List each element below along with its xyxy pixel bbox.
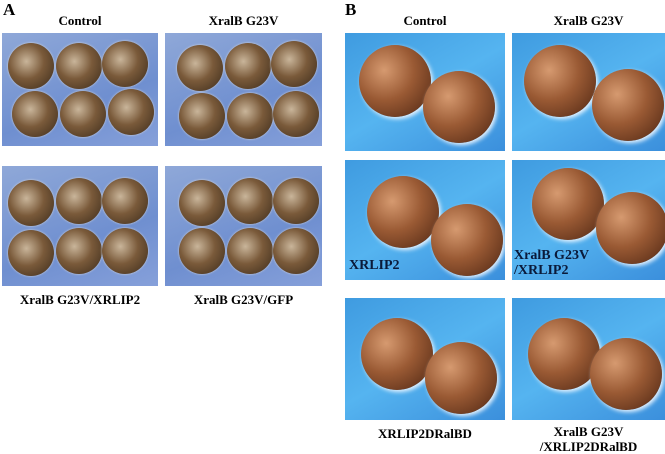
panel-a-control-label: Control (58, 13, 102, 28)
xrlip2dralbd-label: XRLIP2DRalBD (378, 426, 472, 441)
panel-a-letter: A (3, 0, 16, 19)
panel-b-combo-image: XralB G23V /XRLIP2 (512, 160, 665, 280)
combo-dralbd-label-2: /XRLIP2DRalBD (539, 439, 638, 454)
panel-a-control-image (2, 33, 158, 146)
combo-inset-label-2: /XRLIP2 (514, 263, 569, 278)
panel-b-control-label: Control (403, 13, 447, 28)
panel-a-gfp-label: XralB G23V/GFP (193, 292, 294, 307)
panel-a-mutant-image (165, 33, 322, 146)
panel-b-combo-dralbd-image (512, 298, 665, 420)
xrlip2-inset-label: XRLIP2 (349, 258, 400, 273)
panel-a-gfp-image (165, 166, 322, 286)
panel-a-mutant-label: XralB G23V (208, 13, 279, 28)
combo-dralbd-label-1: XralB G23V (553, 424, 624, 439)
combo-inset-label-1: XralB G23V (514, 248, 590, 263)
panel-a-xrlip2-label: XralB G23V/XRLIP2 (19, 292, 141, 307)
panel-b-letter: B (345, 0, 357, 19)
combo-dralbd-label: XralB G23V /XRLIP2DRalBD (512, 424, 665, 454)
panel-b-mutant-image (512, 33, 665, 151)
panel-b-xrlip2dralbd-image (345, 298, 505, 420)
panel-a-xrlip2-image (2, 166, 158, 286)
panel-b-mutant-label: XralB G23V (553, 13, 624, 28)
panel-b-xrlip2-image: XRLIP2 (345, 160, 505, 280)
panel-b-control-image (345, 33, 505, 151)
